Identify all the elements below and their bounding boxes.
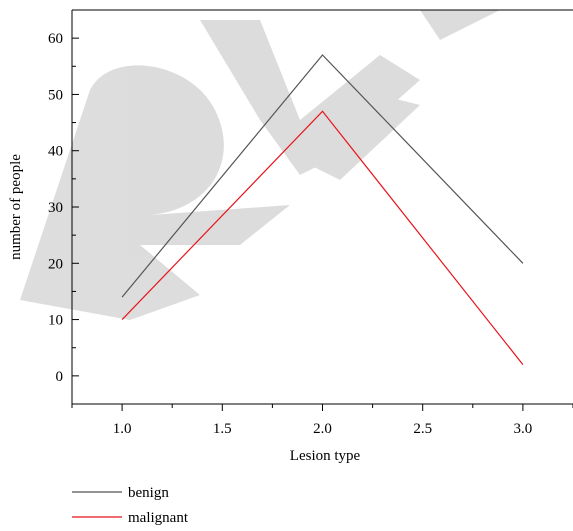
watermark-shape-e: [200, 20, 420, 175]
y-axis-ticks: 0 10 20 30 40 50 60: [48, 9, 79, 405]
watermark-shape-r: [20, 65, 290, 320]
y-tick-label: 20: [48, 256, 63, 272]
series-line-malignant: [121, 110, 524, 365]
series-line-benign: [121, 54, 524, 298]
x-tick-label: 1.0: [113, 421, 132, 437]
y-axis-label: number of people: [8, 154, 24, 260]
legend: benign malignant: [72, 485, 189, 526]
x-tick-label: 2.0: [313, 421, 332, 437]
watermark-shape-bar: [310, 95, 420, 180]
x-tick-label: 3.0: [514, 421, 533, 437]
legend-label-benign: benign: [128, 485, 169, 501]
y-tick-label: 50: [48, 87, 63, 103]
x-tick-label: 2.5: [413, 421, 432, 437]
y-tick-label: 40: [48, 144, 63, 160]
series-layer: [121, 54, 524, 365]
y-tick-label: 30: [48, 200, 63, 216]
y-tick-label: 60: [48, 31, 63, 47]
y-tick-label: 10: [48, 313, 63, 329]
y-tick-label: 0: [56, 369, 64, 385]
watermark-shape-top: [420, 10, 500, 40]
x-axis-ticks: 1.0 1.5 2.0 2.5 3.0: [71, 404, 573, 437]
watermark: [20, 10, 500, 320]
x-tick-label: 1.5: [213, 421, 232, 437]
x-axis-label: Lesion type: [290, 448, 361, 464]
legend-label-malignant: malignant: [128, 510, 189, 526]
